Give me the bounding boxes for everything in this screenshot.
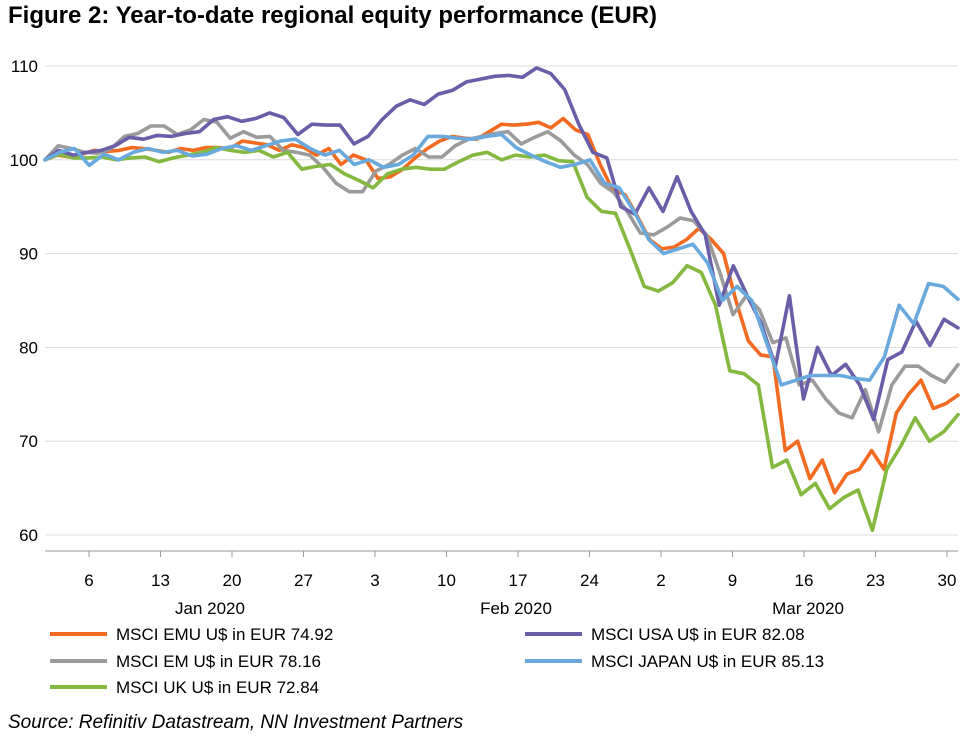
- x-tick-label: 9: [728, 571, 737, 590]
- x-axis-ticks: [88, 551, 948, 557]
- legend-label: MSCI USA U$ in EUR 82.08: [591, 625, 805, 644]
- x-tick-label: 10: [437, 571, 456, 590]
- series-line-3: [43, 66, 960, 422]
- x-tick-label: 3: [370, 571, 379, 590]
- gridlines: [45, 65, 958, 536]
- legend-label: MSCI EMU U$ in EUR 74.92: [116, 625, 333, 644]
- x-tick-label: 30: [938, 571, 957, 590]
- chart-title: Figure 2: Year-to-date regional equity p…: [8, 2, 658, 29]
- x-tick-label: 13: [151, 571, 170, 590]
- y-tick-label: 100: [10, 151, 38, 170]
- x-tick-label: 17: [509, 571, 528, 590]
- series-lines: [43, 66, 960, 533]
- series-line-1: [43, 117, 960, 434]
- month-label: Jan 2020: [175, 599, 245, 618]
- y-tick-label: 110: [11, 57, 38, 76]
- month-label: Mar 2020: [772, 599, 844, 618]
- y-tick-label: 60: [19, 526, 38, 545]
- x-tick-label: 20: [223, 571, 242, 590]
- series-line-2: [43, 145, 960, 533]
- month-label: Feb 2020: [480, 599, 552, 618]
- x-tick-label: 24: [580, 571, 599, 590]
- x-tick-label: 2: [656, 571, 665, 590]
- x-tick-label: 27: [294, 571, 313, 590]
- y-tick-label: 80: [19, 338, 38, 357]
- x-tick-label: 23: [866, 571, 885, 590]
- x-tick-label: 6: [84, 571, 93, 590]
- y-tick-label: 90: [19, 245, 38, 264]
- series-line-4: [43, 132, 960, 387]
- legend: MSCI EMU U$ in EUR 74.92 MSCI EM U$ in EU…: [50, 625, 824, 697]
- legend-label: MSCI JAPAN U$ in EUR 85.13: [591, 652, 824, 671]
- y-tick-label: 70: [19, 432, 38, 451]
- x-axis-tick-labels: 6 13 20 27 3 10 17 24 2 9 16 23 30: [84, 571, 956, 590]
- source-note: Source: Refinitiv Datastream, NN Investm…: [8, 712, 464, 733]
- y-axis-tick-labels: 60 70 80 90 100 110: [10, 57, 38, 545]
- x-tick-label: 16: [795, 571, 814, 590]
- series-line-0: [43, 116, 960, 495]
- legend-label: MSCI EM U$ in EUR 78.16: [116, 652, 321, 671]
- x-axis-month-labels: Jan 2020 Feb 2020 Mar 2020: [175, 599, 844, 618]
- legend-label: MSCI UK U$ in EUR 72.84: [116, 678, 319, 697]
